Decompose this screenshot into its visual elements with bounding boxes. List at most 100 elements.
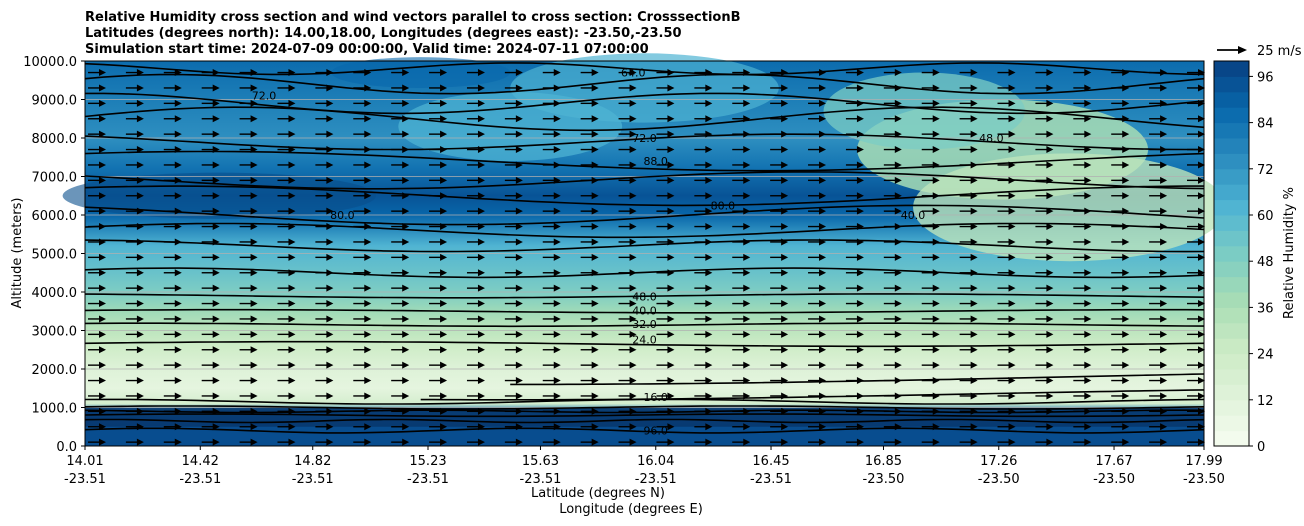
wind-vector [656, 284, 675, 292]
wind-vector-head [99, 377, 106, 385]
wind-vector-head [970, 130, 978, 138]
wind-vector [1111, 423, 1130, 431]
wind-vector [656, 407, 675, 415]
wind-vector-head [856, 146, 864, 154]
wind-vector-head [553, 315, 561, 323]
wind-vector [656, 192, 675, 200]
wind-vector-head [591, 300, 599, 308]
wind-vector-head [553, 99, 561, 107]
wind-vector [959, 223, 978, 231]
wind-vector [732, 84, 751, 92]
wind-vector [656, 146, 675, 154]
wind-vector-head [894, 377, 902, 385]
wind-vector [1035, 300, 1054, 308]
wind-vector-head [705, 392, 713, 400]
wind-vector-head [705, 377, 713, 385]
wind-vector [429, 161, 448, 169]
wind-vector-head [136, 361, 144, 369]
wind-vector-head [591, 438, 599, 446]
wind-vector [997, 284, 1016, 292]
wind-vector [997, 99, 1016, 107]
wind-vector [921, 330, 940, 338]
wind-vector-head [856, 192, 864, 200]
wind-vector [959, 269, 978, 277]
wind-vector [504, 84, 523, 92]
wind-vector-head [932, 84, 940, 92]
colorbar-band [1214, 199, 1249, 216]
wind-vector-head [515, 161, 523, 169]
wind-vector [1149, 146, 1168, 154]
wind-vector [163, 223, 182, 231]
wind-vector [239, 346, 258, 354]
wind-vector [959, 99, 978, 107]
contour-label: 40.0 [901, 209, 926, 222]
wind-vector [883, 377, 902, 385]
wind-vector-head [288, 130, 296, 138]
title-line-1: Relative Humidity cross section and wind… [85, 10, 741, 25]
x-tick-label-lon: -23.51 [179, 472, 221, 487]
wind-vector [315, 392, 334, 400]
wind-vector-head [402, 238, 410, 246]
wind-vector-head [1008, 315, 1016, 323]
wind-vector-head [1084, 84, 1092, 92]
wind-vector [353, 146, 372, 154]
wind-vector [808, 84, 827, 92]
wind-vector [921, 253, 940, 261]
wind-vector [694, 407, 713, 415]
wind-vector-head [667, 99, 675, 107]
wind-vector-head [970, 407, 978, 415]
wind-vector [542, 300, 561, 308]
wind-vector-head [136, 176, 144, 184]
wind-vector-head [970, 377, 978, 385]
wind-vector [125, 238, 144, 246]
wind-vector [921, 146, 940, 154]
wind-vector-head [1160, 423, 1168, 431]
wind-vector-head [212, 192, 220, 200]
wind-vector-head [781, 407, 789, 415]
wind-vector-head [553, 269, 561, 277]
wind-vector-head [288, 361, 296, 369]
wind-vector [125, 192, 144, 200]
wind-vector [542, 130, 561, 138]
colorbar-band [1214, 61, 1249, 77]
wind-vector [201, 99, 220, 107]
wind-vector-head [364, 115, 372, 123]
rh-contour [84, 171, 1205, 190]
wind-vector-head [288, 423, 296, 431]
wind-vector-head [1046, 69, 1054, 77]
wind-vector-head [1008, 146, 1016, 154]
wind-vector [1073, 99, 1092, 107]
wind-vector [656, 253, 675, 261]
wind-vector [201, 284, 220, 292]
wind-vector-head [629, 238, 637, 246]
wind-vector [997, 315, 1016, 323]
y-tick-label: 4000.0 [32, 286, 78, 301]
wind-vector [1187, 407, 1205, 415]
wind-vector-head [553, 392, 561, 400]
wind-vector [618, 176, 637, 184]
wind-vector-head [440, 238, 448, 246]
wind-vector [959, 407, 978, 415]
wind-vector [125, 284, 144, 292]
wind-vector-head [819, 146, 827, 154]
wind-vector [504, 115, 523, 123]
wind-vector-head [705, 207, 713, 215]
wind-vector [391, 84, 410, 92]
rh-contour [84, 405, 1205, 410]
wind-vector [656, 300, 675, 308]
wind-vector-head [1160, 269, 1168, 277]
wind-vector [1035, 377, 1054, 385]
wind-vector [732, 346, 751, 354]
wind-vector-head [781, 99, 789, 107]
wind-vector-head [1008, 346, 1016, 354]
wind-vector-head [477, 146, 485, 154]
wind-vector-head [136, 84, 144, 92]
wind-vector-head [705, 238, 713, 246]
wind-vector [239, 253, 258, 261]
wind-vector [997, 207, 1016, 215]
wind-vector [277, 269, 296, 277]
wind-vector-head [1122, 99, 1130, 107]
wind-vector [732, 253, 751, 261]
rh-contour [84, 340, 1205, 348]
wind-vector [1187, 392, 1205, 400]
